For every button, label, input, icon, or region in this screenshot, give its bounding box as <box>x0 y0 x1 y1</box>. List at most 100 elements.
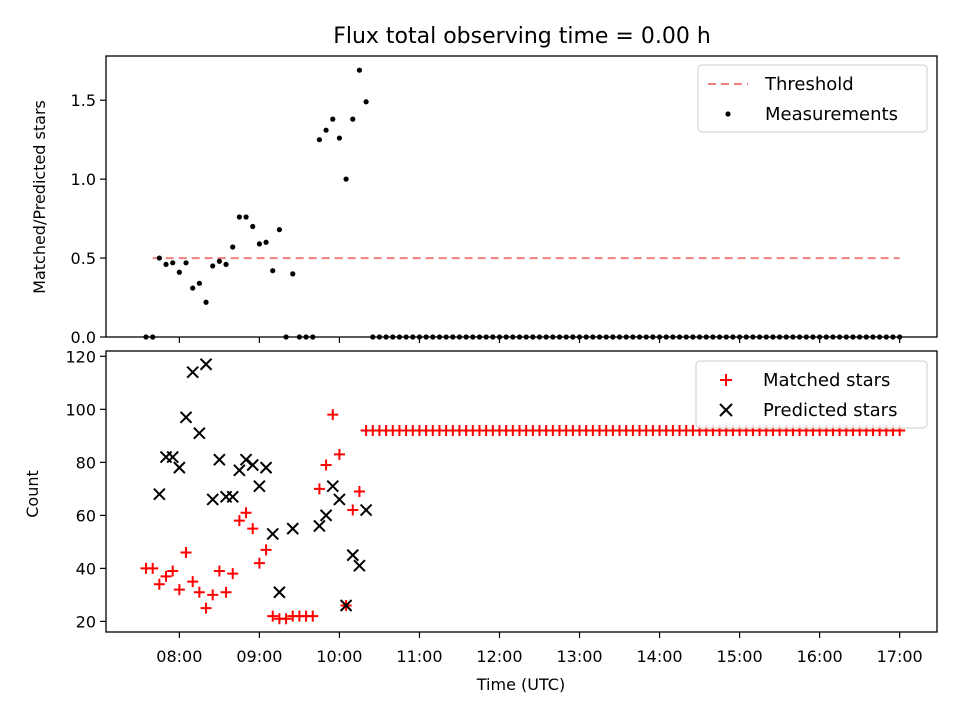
predicted-star-marker <box>193 426 206 440</box>
predicted-star-marker <box>273 586 286 599</box>
matched-star-marker <box>353 486 365 497</box>
legend-matched-label: Matched stars <box>763 370 890 391</box>
matched-star-marker <box>233 515 245 527</box>
top-legend: Threshold Measurements <box>697 64 928 133</box>
legend-predicted-label: Predicted stars <box>763 400 897 421</box>
predicted-star-marker <box>179 411 193 424</box>
matched-star-marker <box>253 557 265 569</box>
measurement-point <box>263 239 269 245</box>
matched-star-marker <box>220 586 232 598</box>
predicted-star-marker <box>253 479 266 493</box>
measurement-point <box>336 135 343 141</box>
measurement-point <box>316 137 323 143</box>
predicted-star-marker <box>153 487 166 501</box>
predicted-star-marker <box>266 527 279 541</box>
predicted-star-marker <box>359 503 373 517</box>
measurement-point <box>250 223 256 230</box>
measurement-point <box>230 244 236 250</box>
measurement-point <box>170 260 176 266</box>
predicted-star-marker <box>213 453 226 466</box>
legend-predicted-swatch <box>719 403 733 417</box>
matched-star-marker <box>173 584 185 596</box>
flux-ratio-panel: Flux total observing time = 0.00 h Match… <box>30 24 938 347</box>
chart-title: Flux total observing time = 0.00 h <box>333 24 711 49</box>
predicted-star-marker <box>226 490 239 504</box>
predicted-star-marker <box>186 366 199 379</box>
matched-star-markers <box>140 409 906 625</box>
measurement-point <box>196 280 202 286</box>
matched-star-marker <box>167 565 179 577</box>
measurement-point <box>276 227 283 233</box>
matched-star-marker <box>153 578 165 590</box>
matched-star-marker <box>307 610 319 622</box>
measurement-point <box>256 241 262 247</box>
matched-star-marker <box>267 610 279 622</box>
bottom-x-tick-label: 12:00 <box>476 647 522 666</box>
legend-measurements-swatch <box>725 111 731 117</box>
legend-measurements-label: Measurements <box>765 104 898 125</box>
bottom-y-tick-label: 80 <box>76 453 96 472</box>
matched-star-marker <box>313 483 325 495</box>
predicted-star-marker <box>206 493 219 506</box>
bottom-x-ticks: 08:00 09:00 10:00 11:00 12:00 13:00 14:00 15:00… <box>156 632 923 666</box>
predicted-star-marker <box>346 548 359 562</box>
bottom-y-tick-label: 60 <box>76 506 96 525</box>
matched-star-marker <box>247 523 259 535</box>
measurement-point <box>356 67 363 73</box>
matched-star-marker <box>187 576 199 588</box>
measurement-point <box>343 176 349 182</box>
bottom-y-tick-label: 100 <box>65 400 96 419</box>
top-y-ticks: 0.0 0.5 1.0 1.5 <box>71 91 106 347</box>
predicted-star-marker <box>166 450 179 464</box>
bottom-x-tick-label: 15:00 <box>717 647 763 666</box>
measurement-point <box>176 269 182 275</box>
predicted-star-marker <box>319 509 333 522</box>
measurement-point <box>270 268 276 274</box>
bottom-x-tick-label: 16:00 <box>797 647 843 666</box>
predicted-star-marker <box>339 599 353 612</box>
measurement-point <box>363 99 369 105</box>
bottom-y-tick-label: 120 <box>65 347 96 366</box>
bottom-x-tick-label: 14:00 <box>637 647 683 666</box>
measurement-point <box>163 261 169 267</box>
predicted-star-markers <box>153 358 373 612</box>
matched-star-marker <box>260 544 272 556</box>
measurement-point <box>203 299 209 305</box>
bottom-y-axis-label: Count <box>23 470 42 518</box>
measurement-point <box>236 214 242 220</box>
count-panel: Count Time (UTC) 20 40 60 80 100 120 08:00 09:… <box>23 347 938 694</box>
bottom-x-tick-label: 13:00 <box>556 647 602 666</box>
measurement-point <box>223 261 229 267</box>
top-legend-box <box>697 64 928 133</box>
bottom-y-tick-label: 40 <box>76 559 96 578</box>
top-y-tick-label: 0.0 <box>71 328 96 347</box>
legend-matched-swatch <box>720 374 732 386</box>
matched-star-marker <box>240 507 252 519</box>
matched-star-marker <box>180 546 192 558</box>
matched-star-marker <box>280 613 292 625</box>
bottom-legend-box <box>695 360 928 429</box>
top-y-tick-label: 1.5 <box>71 91 96 110</box>
predicted-star-marker <box>259 461 273 474</box>
bottom-x-tick-label: 09:00 <box>236 647 282 666</box>
predicted-star-marker <box>199 358 213 371</box>
top-y-axis-label: Matched/Predicted stars <box>30 100 49 294</box>
measurement-point <box>330 116 336 122</box>
matched-star-marker <box>320 459 332 471</box>
matched-star-marker <box>227 568 239 580</box>
measurement-point <box>183 260 189 266</box>
bottom-x-tick-label: 17:00 <box>877 647 923 666</box>
measurement-point <box>156 255 162 261</box>
measurement-point <box>190 285 196 291</box>
bottom-x-tick-label: 08:00 <box>156 647 202 666</box>
matched-star-marker <box>160 570 172 582</box>
measurement-point <box>243 214 249 220</box>
matched-star-marker <box>207 589 219 601</box>
predicted-star-marker <box>173 461 186 474</box>
measurement-point <box>350 116 356 122</box>
bottom-legend: Matched stars Predicted stars <box>695 360 928 429</box>
matched-star-marker <box>213 565 225 577</box>
top-y-tick-label: 1.0 <box>71 170 96 189</box>
measurement-point <box>290 271 296 277</box>
